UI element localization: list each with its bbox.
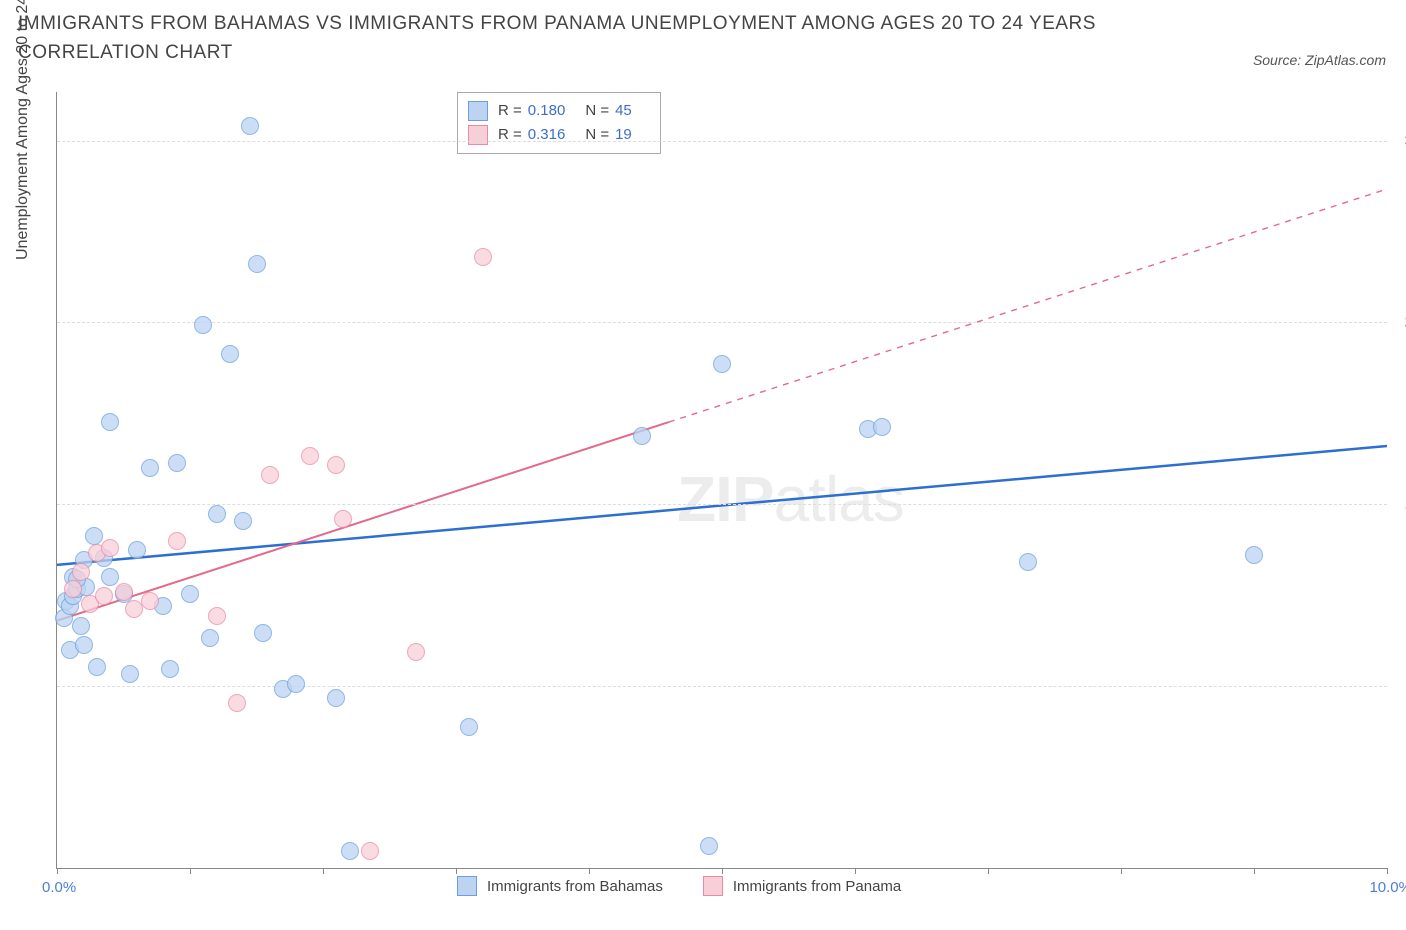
scatter-point xyxy=(633,427,651,445)
r-label: R = xyxy=(498,123,522,147)
scatter-point xyxy=(88,658,106,676)
x-tick-label: 0.0% xyxy=(42,879,76,896)
gridline-h xyxy=(57,322,1387,323)
scatter-point xyxy=(221,345,239,363)
scatter-point xyxy=(194,316,212,334)
scatter-point xyxy=(72,563,90,581)
legend-item: Immigrants from Bahamas xyxy=(457,876,663,896)
scatter-point xyxy=(241,117,259,135)
scatter-point xyxy=(361,842,379,860)
scatter-point xyxy=(181,585,199,603)
x-tick xyxy=(1387,868,1388,874)
scatter-point xyxy=(713,355,731,373)
source-attribution: Source: ZipAtlas.com xyxy=(1253,52,1386,68)
x-tick xyxy=(589,868,590,874)
r-value: 0.316 xyxy=(528,123,566,147)
x-tick xyxy=(855,868,856,874)
gridline-h xyxy=(57,686,1387,687)
scatter-point xyxy=(254,624,272,642)
scatter-point xyxy=(261,466,279,484)
scatter-point xyxy=(95,587,113,605)
gridline-h xyxy=(57,141,1387,142)
legend-stats-row: R =0.180 N =45 xyxy=(468,99,646,123)
scatter-point xyxy=(248,255,266,273)
scatter-point xyxy=(234,512,252,530)
scatter-point xyxy=(208,505,226,523)
plot-area: ZIPatlas R =0.180N =45R =0.316N =19 Immi… xyxy=(56,92,1387,869)
scatter-point xyxy=(1245,546,1263,564)
scatter-point xyxy=(341,842,359,860)
legend-label: Immigrants from Bahamas xyxy=(487,878,663,895)
scatter-point xyxy=(201,629,219,647)
scatter-point xyxy=(141,592,159,610)
watermark: ZIPatlas xyxy=(677,462,904,536)
scatter-point xyxy=(72,617,90,635)
x-tick xyxy=(1254,868,1255,874)
y-axis-label: Unemployment Among Ages 20 to 24 years xyxy=(14,0,32,260)
y-tick-label: 30.0% xyxy=(1392,132,1406,149)
x-tick xyxy=(722,868,723,874)
scatter-point xyxy=(168,532,186,550)
legend-stats-row: R =0.316 N =19 xyxy=(468,123,646,147)
scatter-point xyxy=(228,694,246,712)
scatter-point xyxy=(700,837,718,855)
x-tick xyxy=(57,868,58,874)
r-value: 0.180 xyxy=(528,99,566,123)
chart-title: IMMIGRANTS FROM BAHAMAS VS IMMIGRANTS FR… xyxy=(18,10,1118,67)
x-tick xyxy=(988,868,989,874)
scatter-point xyxy=(128,541,146,559)
x-tick xyxy=(190,868,191,874)
scatter-point xyxy=(121,665,139,683)
scatter-point xyxy=(287,675,305,693)
y-tick-label: 7.5% xyxy=(1392,678,1406,695)
n-value: 45 xyxy=(615,99,632,123)
scatter-point xyxy=(85,527,103,545)
scatter-point xyxy=(75,636,93,654)
legend-stats-box: R =0.180 N =45 R =0.316 N =19 xyxy=(457,92,661,154)
x-tick xyxy=(1121,868,1122,874)
gridline-h xyxy=(57,504,1387,505)
legend-swatch xyxy=(468,125,488,145)
legend-swatch xyxy=(457,876,477,896)
legend-swatch xyxy=(468,101,488,121)
scatter-point xyxy=(460,718,478,736)
scatter-point xyxy=(161,660,179,678)
scatter-point xyxy=(115,583,133,601)
scatter-point xyxy=(873,418,891,436)
scatter-point xyxy=(301,447,319,465)
scatter-point xyxy=(208,607,226,625)
scatter-point xyxy=(141,459,159,477)
y-tick-label: 22.5% xyxy=(1392,314,1406,331)
scatter-point xyxy=(168,454,186,472)
scatter-point xyxy=(101,539,119,557)
r-label: R = xyxy=(498,99,522,123)
n-label: N = xyxy=(585,123,609,147)
x-tick-label: 10.0% xyxy=(1369,879,1406,896)
n-label: N = xyxy=(585,99,609,123)
n-value: 19 xyxy=(615,123,632,147)
x-tick xyxy=(323,868,324,874)
legend-bottom: Immigrants from Bahamas Immigrants from P… xyxy=(457,876,901,896)
scatter-point xyxy=(334,510,352,528)
x-tick xyxy=(456,868,457,874)
scatter-point xyxy=(101,568,119,586)
legend-label: Immigrants from Panama xyxy=(733,878,901,895)
scatter-point xyxy=(474,248,492,266)
y-tick-label: 15.0% xyxy=(1392,496,1406,513)
legend-swatch xyxy=(703,876,723,896)
scatter-point xyxy=(327,456,345,474)
scatter-point xyxy=(327,689,345,707)
scatter-point xyxy=(1019,553,1037,571)
scatter-point xyxy=(101,413,119,431)
scatter-point xyxy=(64,580,82,598)
scatter-point xyxy=(407,643,425,661)
legend-item: Immigrants from Panama xyxy=(703,876,901,896)
